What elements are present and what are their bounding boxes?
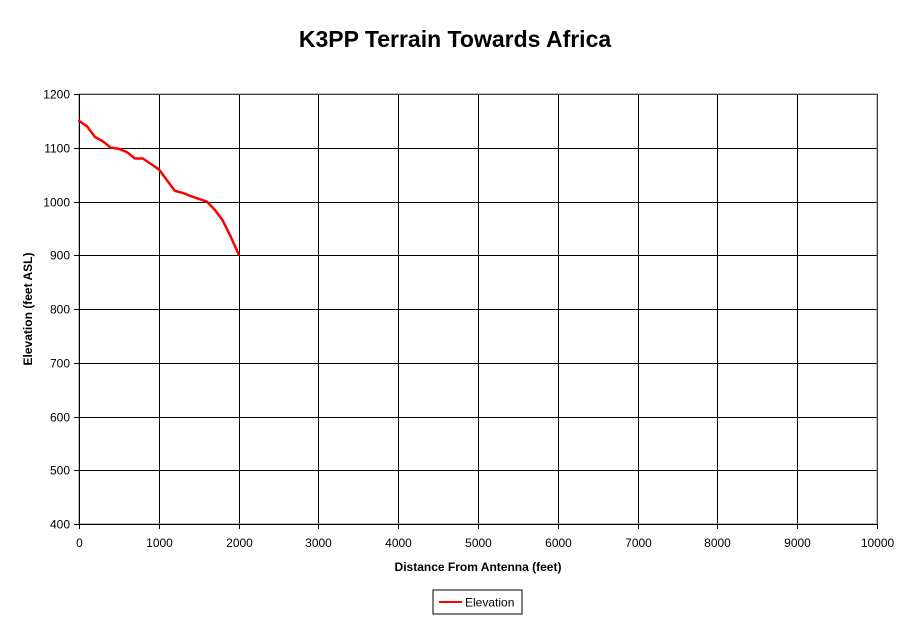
axes: [74, 94, 878, 529]
series-layer: [77, 119, 240, 256]
data-point: [174, 190, 176, 192]
x-tick-label-10000: 10000: [861, 536, 895, 550]
data-point: [118, 148, 120, 150]
tick-labels: 400 500 600 700 800 900 1000 1100 1200 0 1000 2000 3…: [43, 88, 894, 551]
y-tick-label-1200: 1200: [43, 88, 70, 102]
data-point: [205, 200, 208, 203]
data-point: [78, 120, 80, 122]
x-tick-label-7000: 7000: [625, 536, 652, 550]
y-tick-label-700: 700: [50, 357, 70, 371]
data-point: [181, 192, 184, 194]
chart-title: K3PP Terrain Towards Africa: [299, 26, 612, 52]
data-point: [197, 198, 200, 200]
x-tick-label-1000: 1000: [146, 536, 173, 550]
y-tick-label-800: 800: [50, 303, 70, 317]
y-tick-label-500: 500: [50, 464, 70, 478]
data-point: [150, 163, 152, 165]
data-point: [189, 195, 192, 197]
data-point: [86, 125, 88, 128]
data-point: [94, 136, 96, 138]
y-tick-label-600: 600: [50, 411, 70, 425]
x-tick-label-3000: 3000: [305, 536, 332, 550]
x-tick-label-8000: 8000: [704, 536, 731, 550]
data-point: [110, 147, 112, 149]
y-tick-label-900: 900: [50, 249, 70, 263]
legend-label-elevation: Elevation: [465, 596, 514, 610]
x-tick-label-4000: 4000: [385, 536, 412, 550]
y-axis-label: Elevation (feet ASL): [21, 253, 35, 366]
x-tick-label-6000: 6000: [545, 536, 572, 550]
data-point: [142, 157, 144, 160]
x-tick-label-2000: 2000: [226, 536, 253, 550]
x-axis-label: Distance From Antenna (feet): [395, 560, 562, 574]
data-point: [102, 140, 104, 143]
y-tick-label-1100: 1100: [44, 142, 70, 156]
data-point: [166, 179, 168, 181]
x-tick-label-5000: 5000: [465, 536, 492, 550]
x-tick-label-0: 0: [76, 536, 83, 550]
data-point: [221, 219, 224, 222]
legend: Elevation: [432, 589, 523, 615]
data-point: [213, 208, 216, 211]
data-point: [158, 168, 160, 171]
data-point: [134, 157, 136, 160]
y-tick-label-400: 400: [50, 518, 70, 532]
y-tick-label-1000: 1000: [43, 196, 70, 210]
data-point: [126, 151, 128, 153]
x-tick-label-9000: 9000: [784, 536, 811, 550]
data-point: [237, 253, 240, 255]
data-point: [229, 235, 232, 238]
